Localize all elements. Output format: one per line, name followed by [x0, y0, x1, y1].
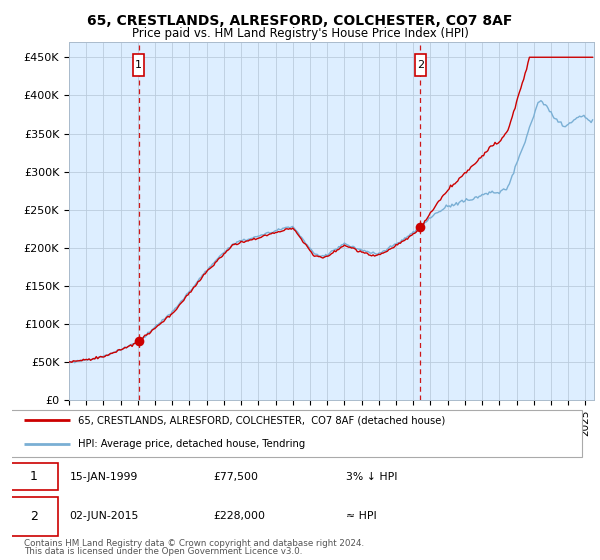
FancyBboxPatch shape [133, 54, 144, 76]
FancyBboxPatch shape [6, 410, 582, 458]
Text: Price paid vs. HM Land Registry's House Price Index (HPI): Price paid vs. HM Land Registry's House … [131, 27, 469, 40]
Text: 2: 2 [30, 510, 38, 522]
FancyBboxPatch shape [415, 54, 425, 76]
Text: 2: 2 [417, 60, 424, 70]
Text: 65, CRESTLANDS, ALRESFORD, COLCHESTER, CO7 8AF: 65, CRESTLANDS, ALRESFORD, COLCHESTER, C… [88, 14, 512, 28]
Text: ≈ HPI: ≈ HPI [346, 511, 377, 521]
Text: 3% ↓ HPI: 3% ↓ HPI [346, 472, 398, 482]
Text: 02-JUN-2015: 02-JUN-2015 [70, 511, 139, 521]
Text: £228,000: £228,000 [214, 511, 266, 521]
Text: 15-JAN-1999: 15-JAN-1999 [70, 472, 138, 482]
Text: 65, CRESTLANDS, ALRESFORD, COLCHESTER,  CO7 8AF (detached house): 65, CRESTLANDS, ALRESFORD, COLCHESTER, C… [78, 415, 445, 425]
Text: 1: 1 [30, 470, 38, 483]
Text: £77,500: £77,500 [214, 472, 259, 482]
Text: 1: 1 [135, 60, 142, 70]
Text: Contains HM Land Registry data © Crown copyright and database right 2024.: Contains HM Land Registry data © Crown c… [24, 539, 364, 548]
FancyBboxPatch shape [9, 463, 58, 491]
Text: This data is licensed under the Open Government Licence v3.0.: This data is licensed under the Open Gov… [24, 548, 302, 557]
Text: HPI: Average price, detached house, Tendring: HPI: Average price, detached house, Tend… [78, 438, 305, 449]
FancyBboxPatch shape [9, 497, 58, 536]
